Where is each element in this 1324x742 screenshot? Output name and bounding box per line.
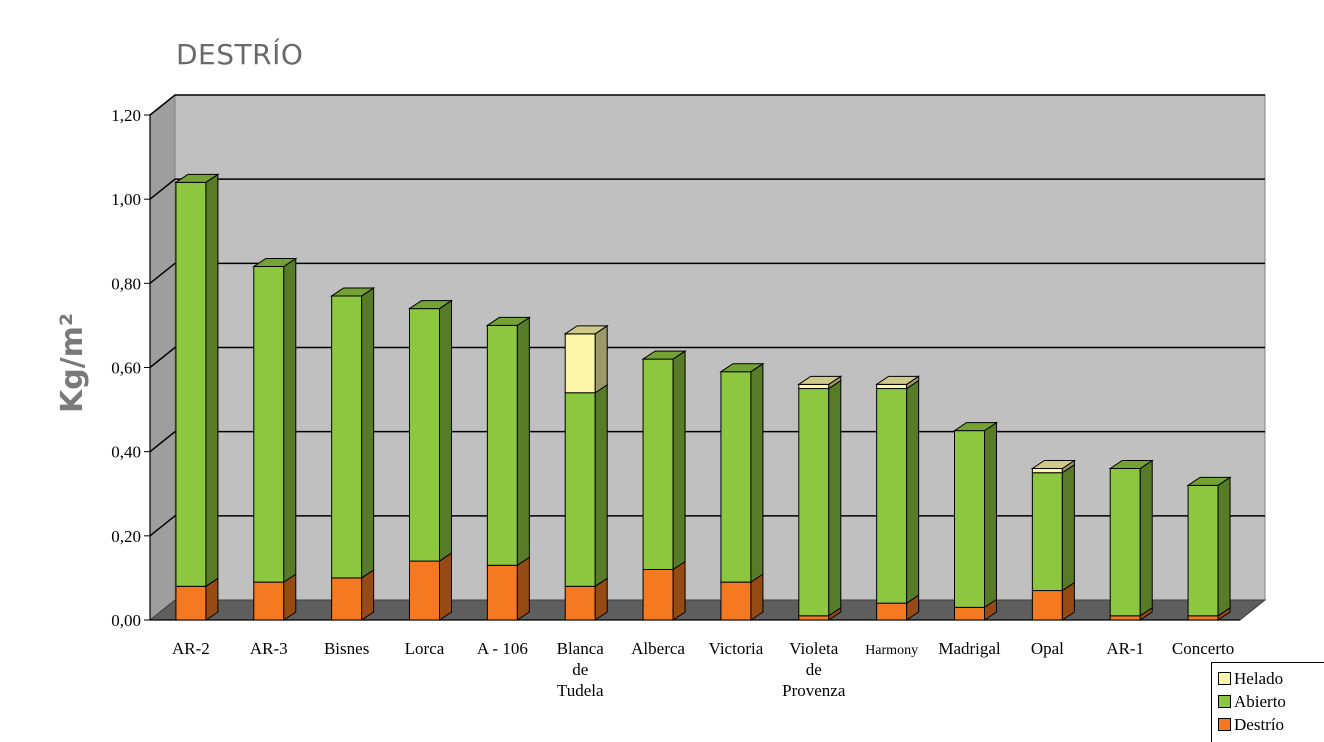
bar-destro-1 — [175, 577, 219, 621]
category-label-9: Violeta de Provenza — [782, 639, 846, 700]
bar-abierto-10 — [876, 379, 920, 605]
category-label-10: Harmony — [865, 643, 918, 658]
bar-abierto-14 — [1186, 476, 1232, 617]
bar-destro-3 — [331, 568, 375, 621]
floor — [148, 599, 1267, 621]
bar-helado-10 — [874, 375, 921, 390]
bar-abierto-13 — [1108, 459, 1154, 617]
y-tick-label: 0,80 — [111, 274, 141, 293]
category-label-5: A - 106 — [477, 639, 528, 658]
bar-abierto-2 — [252, 257, 298, 584]
bar-destro-4 — [409, 552, 452, 621]
bar-destro-5 — [486, 556, 530, 621]
category-label-7: Alberca — [631, 639, 685, 658]
legend: Helado Abierto Destrío — [1211, 662, 1324, 742]
bar-abierto-6 — [564, 383, 608, 588]
legend-label-destrio: Destrío — [1234, 715, 1285, 734]
bar-destro-14 — [1187, 606, 1231, 621]
gridline — [149, 262, 1265, 284]
category-label-11: Madrigal — [938, 639, 1001, 658]
bar-destro-8 — [720, 573, 764, 621]
bar-abierto-11 — [952, 421, 999, 609]
legend-swatch-helado — [1218, 672, 1231, 685]
y-tick-label: 0,20 — [111, 527, 141, 546]
category-label-4: Lorca — [405, 639, 445, 658]
y-tick-label: 0,00 — [111, 611, 141, 630]
y-tick-label: 0,60 — [111, 359, 141, 378]
category-label-6: Blanca de Tudela — [557, 639, 605, 700]
gridline — [149, 346, 1265, 369]
bar-helado-9 — [797, 375, 843, 390]
category-label-1: AR-2 — [172, 639, 210, 658]
bar-destro-2 — [253, 573, 297, 621]
bar-helado-6 — [563, 324, 609, 394]
y-tick-label: 1,20 — [111, 106, 141, 125]
bar-abierto-7 — [641, 350, 687, 571]
category-label-8: Victoria — [709, 639, 764, 658]
category-label-2: AR-3 — [250, 639, 288, 658]
bar-helado-12 — [1030, 459, 1077, 474]
gridline — [149, 94, 1265, 116]
legend-label-helado: Helado — [1234, 669, 1284, 688]
legend-label-abierto: Abierto — [1234, 692, 1286, 711]
y-tick-label: 1,00 — [111, 190, 141, 209]
category-label-14: Concerto — [1172, 639, 1234, 658]
category-label-3: Bisnes — [324, 639, 369, 658]
bar-abierto-1 — [174, 173, 220, 588]
legend-item-destrio: Destrío — [1218, 713, 1324, 736]
bar-abierto-4 — [407, 299, 454, 563]
y-tick-label: 0,40 — [111, 443, 141, 462]
bar-abierto-8 — [719, 362, 765, 584]
chart-title: DESTRÍO — [176, 38, 304, 71]
bar-abierto-9 — [798, 379, 842, 617]
bar-abierto-3 — [329, 287, 376, 579]
legend-item-helado: Helado — [1218, 667, 1324, 690]
category-label-13: AR-1 — [1106, 639, 1144, 658]
legend-swatch-abierto — [1218, 695, 1231, 708]
category-label-12: Opal — [1031, 639, 1064, 658]
legend-item-abierto: Abierto — [1218, 690, 1324, 713]
bar-abierto-5 — [485, 316, 532, 567]
gridline — [149, 178, 1265, 200]
bar-destro-7 — [642, 560, 686, 621]
legend-swatch-destrio — [1218, 718, 1231, 731]
bar-abierto-12 — [1031, 463, 1075, 592]
